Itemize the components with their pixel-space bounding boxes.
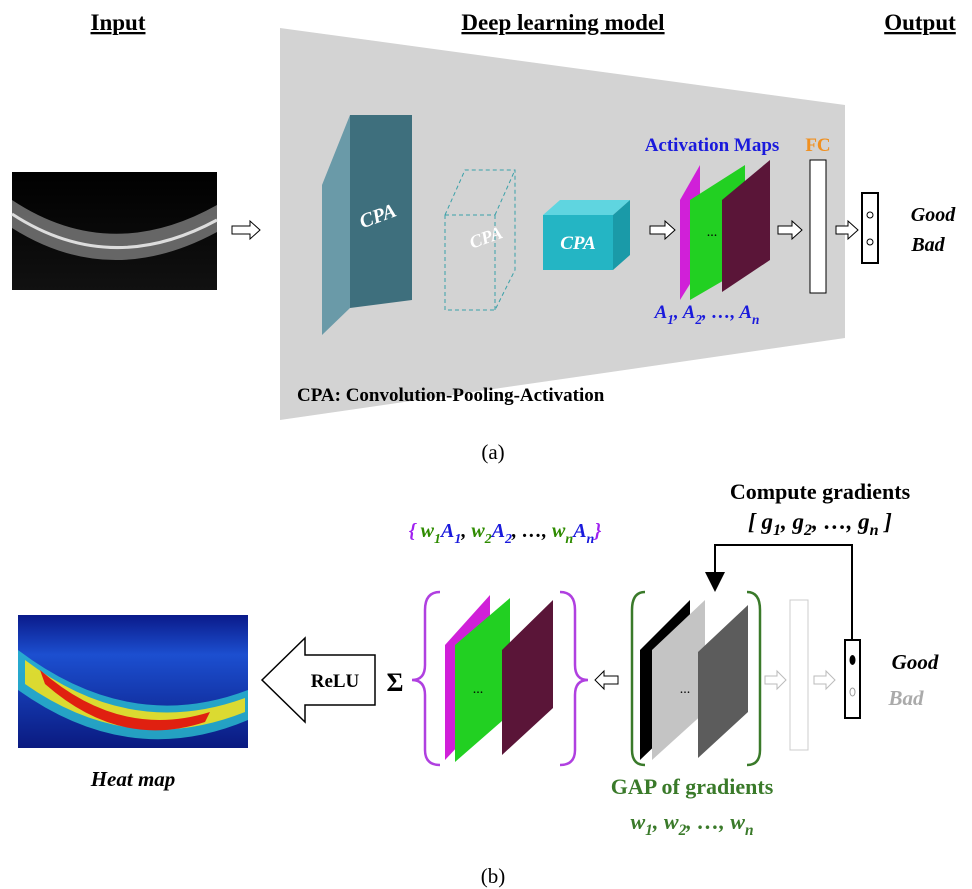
fc-layer-faded [790,600,808,750]
token: [ [748,509,761,534]
token: ] [879,509,893,534]
token: A [654,302,668,323]
fc-label: FC [805,135,830,156]
arrow [814,671,835,689]
caption-b: (b) [481,864,506,888]
token: A [439,520,454,542]
output-layer [862,193,878,263]
diagram: Input Deep learning model Output CPA CPA… [0,0,972,889]
oct-image [12,172,217,290]
fc-layer [810,160,826,293]
heat-map [18,615,248,748]
token: , [652,809,664,834]
output-bad: Bad [910,234,945,256]
token: w [552,520,566,542]
token: w [630,809,645,834]
token: w [730,809,745,834]
arrow [765,671,786,689]
token: w [421,520,435,542]
token: , [780,509,793,534]
ellipsis: ... [707,225,718,240]
subscript: 1 [645,822,653,839]
subscript: 1 [434,532,441,547]
heat-map-label: Heat map [90,767,176,791]
token: w [664,809,679,834]
subscript: 2 [678,822,687,839]
cpa-note: CPA: Convolution-Pooling-Activation [297,385,605,406]
subscript: 2 [504,532,512,547]
token: g [792,509,805,534]
token: g [760,509,773,534]
subscript: 1 [667,312,674,327]
cpa-label: CPA [560,233,596,254]
subscript: n [587,532,595,547]
subscript: n [565,532,573,547]
token: , …, [511,520,552,542]
token: A [738,302,752,323]
header-input: Input [91,10,146,35]
output-good: Good [892,650,939,674]
token: , [673,302,683,323]
subscript: n [745,822,754,839]
subscript: 2 [484,532,492,547]
weighted-list: { w1A1, w2A2, …, wnAn} [409,520,602,547]
subscript: n [752,312,759,327]
gap-title: GAP of gradients [611,774,774,799]
arrow [595,671,618,689]
token: , …, [701,302,739,323]
gradient-maps [640,600,748,760]
header-output: Output [884,10,956,35]
bracket [747,592,760,765]
token: g [857,509,870,534]
sum-symbol: Σ [387,668,404,697]
output-good: Good [911,204,956,226]
activation-maps-label: Activation Maps [645,135,780,156]
weighted-maps [445,595,553,762]
token: w [471,520,485,542]
token: A [682,302,696,323]
token: A [571,520,586,542]
arrow [232,221,260,239]
token: , …, [685,809,730,834]
relu-label: ReLU [311,671,360,692]
caption-a: (a) [481,440,504,464]
token: , [460,520,471,542]
token: A [490,520,505,542]
output-layer [845,640,860,718]
subscript: n [870,522,879,539]
subscript: 1 [454,532,461,547]
brace [412,592,440,765]
subscript: 2 [803,522,812,539]
gradient-list: [ g1, g2, …, gn ] [748,509,892,539]
header-model: Deep learning model [461,10,664,35]
token: , …, [811,509,858,534]
brace [560,592,588,765]
compute-gradients: Compute gradients [730,479,911,504]
ellipsis: ... [680,682,691,697]
token: { [409,520,421,542]
gap-list: w1, w2, …, wn [630,809,753,839]
ellipsis: ... [473,682,484,697]
subscript: 1 [773,522,781,539]
output-bad: Bad [887,686,924,710]
token: } [592,520,601,542]
